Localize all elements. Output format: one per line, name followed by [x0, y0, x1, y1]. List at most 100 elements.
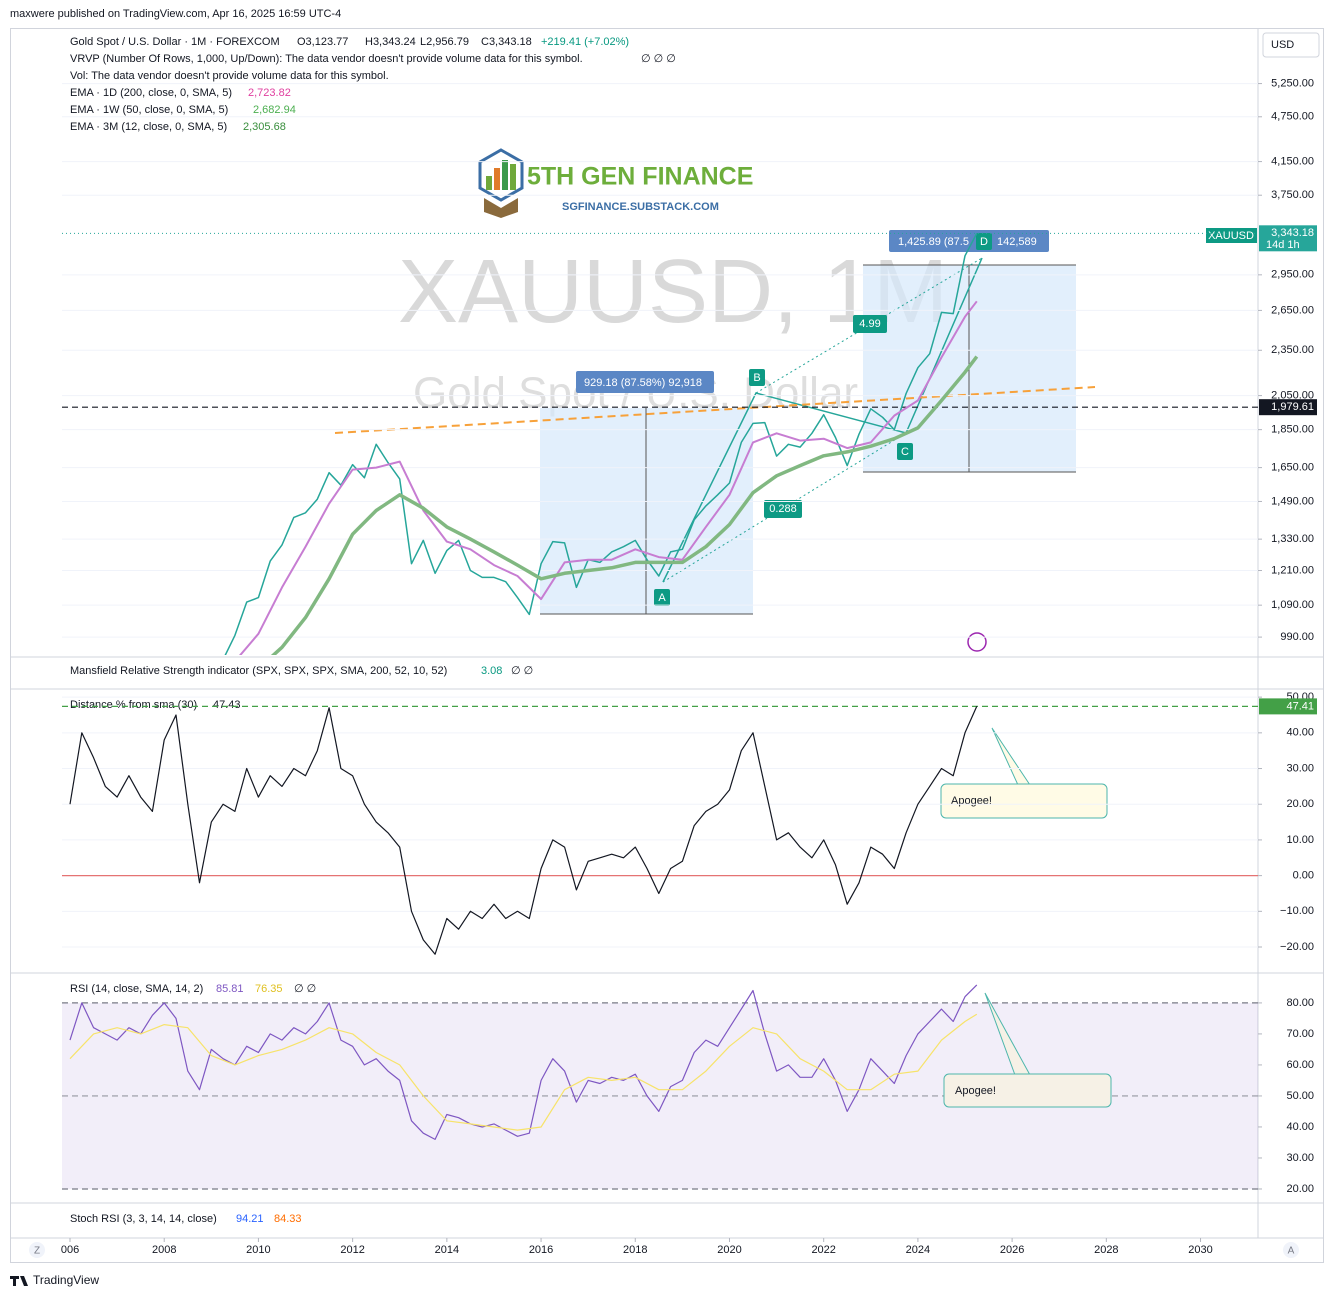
y-tick-label: 1,090.00	[1271, 599, 1314, 611]
currency-label: USD	[1271, 39, 1294, 51]
legend-ema: EMA · 3M (12, close, 0, SMA, 5)	[70, 121, 227, 133]
y-tick-label: 50.00	[1286, 1090, 1314, 1102]
series-line	[69, 1013, 978, 1131]
y-tick-label: −20.00	[1280, 941, 1314, 953]
y-tick-label: 1,210.00	[1271, 564, 1314, 576]
logo-title: 5TH GEN FINANCE	[527, 163, 753, 191]
legend-ema: EMA · 1D (200, close, 0, SMA, 5)	[70, 87, 232, 99]
point-badge	[976, 233, 992, 250]
y-tick-label: 1,490.00	[1271, 495, 1314, 507]
y-tick-label: 20.00	[1286, 798, 1314, 810]
y-tick-label: 2,350.00	[1271, 344, 1314, 356]
x-tick-label: 2016	[529, 1244, 553, 1256]
rsi-value: 85.81	[216, 983, 244, 995]
y-tick-label: 20.00	[1286, 1183, 1314, 1195]
legend-ohlc: C3,343.18	[481, 36, 532, 48]
ratio-label: 0.288	[769, 503, 797, 515]
footer-logo	[10, 1276, 28, 1286]
y-tick-label: 2,050.00	[1271, 389, 1314, 401]
published-line: maxwere published on TradingView.com, Ap…	[10, 8, 341, 20]
price-badge-label: 47.41	[1286, 700, 1314, 712]
price-badge	[1259, 399, 1317, 416]
ratio-badge	[853, 315, 887, 333]
auto-button[interactable]	[1283, 1242, 1299, 1258]
symbol-badge-label: XAUUSD	[1208, 230, 1254, 242]
mansfield-flags: ∅ ∅	[511, 665, 533, 677]
y-tick-label: 990.00	[1280, 631, 1314, 643]
currency-button[interactable]	[1262, 32, 1320, 58]
zoom-label: Z	[34, 1246, 40, 1257]
point-badge	[897, 443, 913, 460]
y-tick-label: 1,330.00	[1271, 533, 1314, 545]
legend-ohlc: O3,123.77	[297, 36, 348, 48]
abcd-pattern	[662, 257, 983, 583]
price-badge	[1259, 225, 1317, 252]
logo-url: SGFINANCE.SUBSTACK.COM	[562, 201, 719, 213]
y-tick-label: 5,250.00	[1271, 77, 1314, 89]
x-tick-label: 2020	[717, 1244, 741, 1256]
countdown-label: 14d 1h	[1266, 239, 1300, 251]
frame	[10, 28, 1324, 1263]
x-tick-label: 2026	[1000, 1244, 1024, 1256]
stoch-title: Stoch RSI (3, 3, 14, 14, close)	[70, 1213, 217, 1225]
y-tick-label: 40.00	[1286, 727, 1314, 739]
legend-change: +219.41 (+7.02%)	[541, 36, 629, 48]
callout-text: Apogee!	[955, 1085, 996, 1097]
y-tick-label: 80.00	[1286, 997, 1314, 1009]
series-line	[69, 984, 978, 1140]
legend-flags: ∅ ∅ ∅	[641, 53, 676, 65]
y-tick-label: 1,850.00	[1271, 424, 1314, 436]
legend-ohlc: H3,343.24	[365, 36, 416, 48]
x-tick-label: 2008	[152, 1244, 176, 1256]
stoch-k: 94.21	[236, 1213, 264, 1225]
price-badge	[1259, 698, 1317, 715]
callout-box	[943, 1073, 1112, 1108]
stoch-d: 84.33	[274, 1213, 302, 1225]
distance-value: 47.43	[213, 699, 241, 711]
x-tick-label: 2018	[623, 1244, 647, 1256]
alert-icon[interactable]	[967, 632, 987, 652]
x-tick-label: 2022	[811, 1244, 835, 1256]
rsi-title: RSI (14, close, SMA, 14, 2)	[70, 983, 203, 995]
y-tick-label: 40.00	[1286, 1121, 1314, 1133]
point-badge	[749, 369, 765, 386]
legend-vol: Vol: The data vendor doesn't provide vol…	[70, 70, 389, 82]
x-tick-label: 2028	[1094, 1244, 1118, 1256]
y-tick-label: 60.00	[1286, 1059, 1314, 1071]
callout-box	[940, 783, 1108, 819]
x-tick-label: 006	[61, 1244, 79, 1256]
legend-ema: EMA · 1W (50, close, 0, SMA, 5)	[70, 104, 228, 116]
y-tick-label: 0.00	[1293, 870, 1314, 882]
measure-label-box	[889, 230, 1049, 252]
legend-ema-value: 2,682.94	[253, 104, 296, 116]
auto-label: A	[1288, 1246, 1295, 1257]
y-tick-label: −10.00	[1280, 905, 1314, 917]
y-tick-label: 30.00	[1286, 762, 1314, 774]
x-tick-label: 2030	[1188, 1244, 1212, 1256]
y-tick-label: 2,650.00	[1271, 304, 1314, 316]
y-tick-label: 2,950.00	[1271, 269, 1314, 281]
x-tick-label: 2010	[246, 1244, 270, 1256]
y-tick-label: 30.00	[1286, 1152, 1314, 1164]
y-tick-label: 70.00	[1286, 1028, 1314, 1040]
callout-text: Apogee!	[951, 795, 992, 807]
measure-label: 929.18 (87.58%) 92,918	[584, 377, 702, 389]
zoom-button[interactable]	[29, 1242, 45, 1258]
series-line	[239, 300, 978, 655]
legend-vrvp: VRVP (Number Of Rows, 1,000, Up/Down): T…	[70, 53, 583, 65]
y-tick-label: 4,150.00	[1271, 155, 1314, 167]
point-label: A	[658, 592, 666, 604]
trendline	[334, 386, 1096, 434]
symbol-badge	[1206, 228, 1257, 243]
series-line	[270, 355, 979, 655]
point-label: C	[901, 446, 909, 458]
x-tick-label: 2012	[340, 1244, 364, 1256]
point-label: D	[980, 236, 988, 248]
point-badge	[654, 589, 670, 606]
legend-title: Gold Spot / U.S. Dollar · 1M · FOREXCOM	[70, 36, 280, 48]
ratio-badge	[764, 500, 802, 518]
legend-ema-value: 2,723.82	[248, 87, 291, 99]
y-tick-label: 3,750.00	[1271, 189, 1314, 201]
